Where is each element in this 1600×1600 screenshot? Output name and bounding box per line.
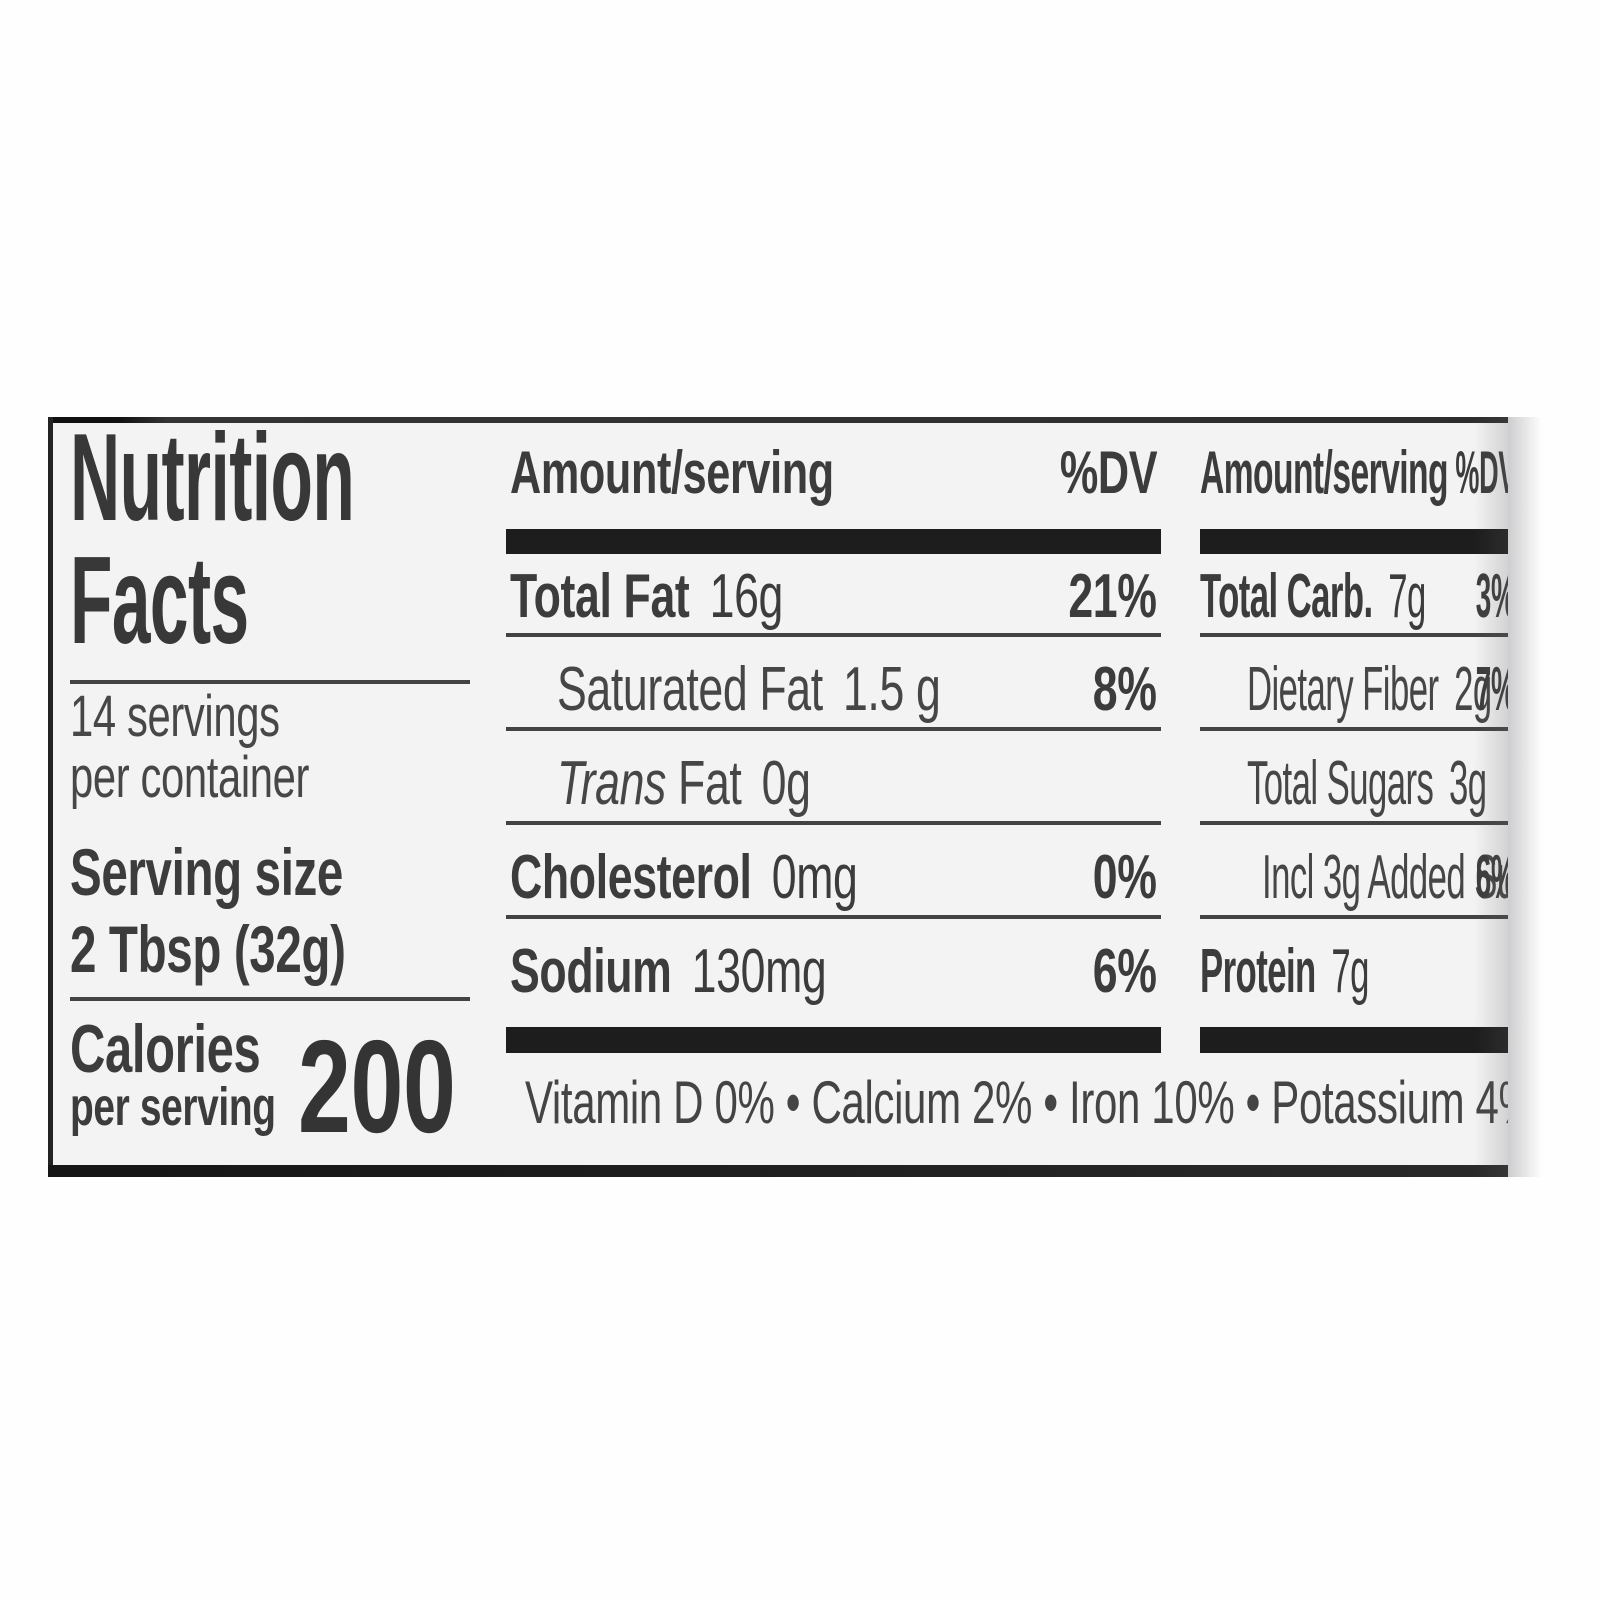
left-divider-1	[70, 680, 470, 684]
row-protein: Protein 7g	[1200, 937, 1369, 1006]
label-curvature-shadow	[1474, 417, 1508, 1177]
right-divider-3	[1200, 821, 1508, 825]
right-divider-2	[1200, 727, 1508, 731]
left-divider-2	[70, 997, 470, 1001]
calories-label: Calories	[70, 1011, 261, 1087]
dv-header-right: %DV	[1381, 438, 1508, 507]
nutrition-facts-label: Nutrition Facts 14 servings per containe…	[48, 417, 1508, 1177]
label-title: Nutrition Facts	[70, 417, 578, 663]
row-dietary-fiber-dv: 7%	[1427, 654, 1508, 725]
title-line2: Facts	[70, 532, 249, 670]
mid-divider-1	[506, 633, 1161, 637]
row-added-sugars-dv: 6%	[1427, 842, 1508, 913]
micronutrients-line: Vitamin D 0% • Calcium 2% • Iron 10% • P…	[525, 1069, 1508, 1136]
serving-size-label: Serving size	[70, 835, 344, 909]
section-bar-right-bottom	[1200, 1027, 1508, 1053]
row-trans-fat: Trans Fat 0g	[557, 749, 811, 818]
mid-divider-2	[506, 727, 1161, 731]
row-sodium-dv: 6%	[1093, 937, 1157, 1006]
dv-header-mid: %DV	[1059, 439, 1158, 506]
mid-divider-3	[506, 821, 1161, 825]
section-bar-right-top	[1200, 529, 1508, 554]
title-line1: Nutrition	[70, 417, 355, 547]
jar-edge-shadow	[1508, 417, 1542, 1177]
servings-line1: 14 servings	[70, 684, 280, 749]
row-total-fat-dv: 21%	[1068, 562, 1158, 631]
right-divider-1	[1200, 633, 1508, 637]
serving-size-value: 2 Tbsp (32g)	[70, 912, 346, 986]
row-total-fat: Total Fat 16g	[510, 562, 784, 631]
label-top-border	[48, 417, 1508, 423]
section-bar-mid-bottom	[506, 1027, 1161, 1053]
row-saturated-fat: Saturated Fat 1.5 g	[557, 655, 941, 724]
servings-line2: per container	[70, 745, 310, 810]
right-divider-4	[1200, 915, 1508, 919]
row-sodium: Sodium 130mg	[510, 937, 827, 1006]
mid-divider-4	[506, 915, 1161, 919]
amount-serving-header-mid: Amount/serving	[510, 439, 834, 506]
label-bottom-border	[48, 1165, 1508, 1177]
row-total-carb: Total Carb. 7g	[1200, 562, 1426, 631]
row-total-carb-dv: 3%	[1427, 561, 1508, 632]
servings-per-container: 14 servings per container	[70, 686, 402, 808]
amount-serving-header-right: Amount/serving	[1200, 439, 1448, 506]
row-cholesterol-dv: 0%	[1093, 843, 1157, 912]
section-bar-mid-top	[506, 529, 1161, 554]
row-total-sugars: Total Sugars 3g	[1247, 749, 1487, 818]
row-added-sugars: Incl 3g Added Sugars	[1262, 843, 1508, 912]
row-dietary-fiber: Dietary Fiber 2g	[1247, 655, 1492, 724]
row-saturated-fat-dv: 8%	[1093, 655, 1157, 724]
calories-sublabel: per serving	[70, 1077, 276, 1137]
row-cholesterol: Cholesterol 0mg	[510, 843, 858, 912]
calories-value: 200	[298, 1013, 456, 1160]
label-left-border	[48, 417, 53, 1177]
